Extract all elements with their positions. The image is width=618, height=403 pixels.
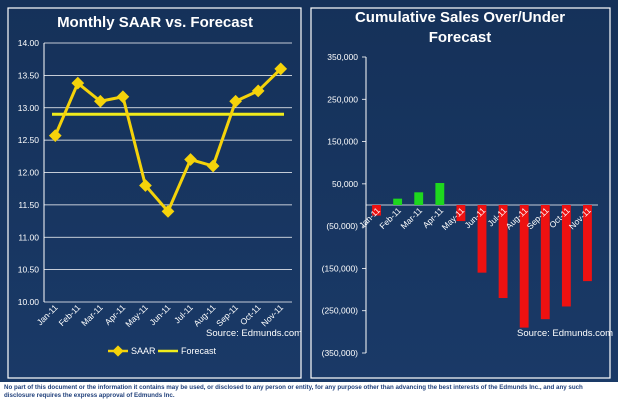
right-chart-title-line1: Cumulative Sales Over/Under — [355, 9, 565, 26]
left-chart-legend: SAAR Forecast — [108, 345, 217, 357]
legend-saar-marker — [112, 345, 124, 357]
legend-forecast-label: Forecast — [181, 346, 217, 356]
right-chart-y-ticks: (350,000) (250,000) (150,000) (50,000) 50,00… — [322, 52, 366, 358]
right-y-tick-label: (350,000) — [322, 348, 359, 358]
left-x-tick-label: Aug-11 — [191, 302, 217, 328]
right-chart-title-line2: Forecast — [429, 29, 492, 46]
left-y-tick-label: 13.00 — [18, 103, 40, 113]
saar-point — [161, 204, 175, 218]
left-chart-y-ticks: 10.00 10.50 11.00 11.50 12.00 12.50 13.00 13.50… — [18, 38, 40, 307]
left-chart-gridlines — [43, 42, 292, 303]
left-x-tick-label: Feb-11 — [57, 302, 83, 328]
saar-point — [116, 90, 130, 104]
left-y-tick-label: 13.50 — [18, 70, 40, 80]
left-x-tick-label: Jun-11 — [147, 302, 172, 327]
left-x-tick-label: Sep-11 — [214, 302, 240, 328]
saar-point — [184, 153, 197, 166]
bar-jun-11 — [477, 205, 487, 273]
right-y-tick-label: 50,000 — [332, 179, 358, 189]
saar-point — [139, 179, 152, 192]
right-chart-frame — [310, 7, 611, 379]
right-y-tick-label: (150,000) — [322, 263, 359, 273]
right-y-tick-label: (50,000) — [326, 221, 358, 231]
right-x-tick-label: Mar-11 — [398, 205, 424, 231]
right-y-tick-label: (250,000) — [322, 306, 359, 316]
left-chart-series — [48, 62, 288, 218]
right-chart-x-ticks: Jan-11Feb-11Mar-11Apr-11May-11Jun-11Jul-… — [357, 205, 593, 232]
saar-point — [274, 62, 288, 76]
left-y-tick-label: 11.50 — [18, 200, 39, 210]
right-chart-bars — [372, 183, 592, 328]
left-y-tick-label: 14.00 — [18, 38, 40, 48]
left-chart-title: Monthly SAAR vs. Forecast — [57, 14, 253, 31]
right-x-tick-label: Jan-11 — [357, 205, 382, 230]
right-y-tick-label: 150,000 — [327, 137, 358, 147]
saar-point — [48, 129, 62, 142]
right-y-tick-label: 250,000 — [327, 94, 358, 104]
left-x-tick-label: Mar-11 — [79, 302, 105, 328]
bar-jan-11 — [372, 205, 381, 216]
bar-nov-11 — [583, 205, 592, 282]
bar-may-11 — [456, 205, 466, 222]
left-y-tick-label: 11.00 — [18, 232, 39, 242]
bar-feb-11 — [393, 198, 403, 205]
right-y-tick-label: 350,000 — [327, 52, 358, 62]
right-chart-source: Source: Edmunds.com — [517, 328, 613, 339]
bar-aug-11 — [519, 205, 529, 328]
left-x-tick-label: Oct-11 — [238, 302, 263, 327]
bar-apr-11 — [435, 183, 445, 205]
left-y-tick-label: 12.00 — [18, 168, 40, 178]
charts-canvas: Monthly SAAR vs. Forecast 10.00 10.50 11.0… — [7, 7, 613, 379]
left-y-tick-label: 12.50 — [18, 135, 40, 145]
bar-oct-11 — [561, 205, 571, 307]
legend-saar-label: SAAR — [131, 346, 156, 356]
bar-sep-11 — [540, 205, 550, 320]
bar-jul-11 — [498, 205, 508, 299]
left-x-tick-label: May-11 — [123, 302, 150, 329]
left-chart-frame — [7, 7, 302, 379]
bar-mar-11 — [414, 192, 424, 205]
left-y-tick-label: 10.00 — [18, 297, 40, 307]
left-chart-source: Source: Edmunds.com — [206, 328, 302, 339]
saar-point — [229, 94, 243, 108]
saar-point — [251, 84, 265, 98]
right-x-tick-label: Feb-11 — [377, 205, 403, 231]
left-y-tick-label: 10.50 — [18, 265, 40, 275]
saar-point — [206, 159, 220, 173]
footer-disclaimer: No part of this document or the informat… — [0, 382, 618, 403]
left-x-tick-label: Nov-11 — [259, 302, 285, 328]
